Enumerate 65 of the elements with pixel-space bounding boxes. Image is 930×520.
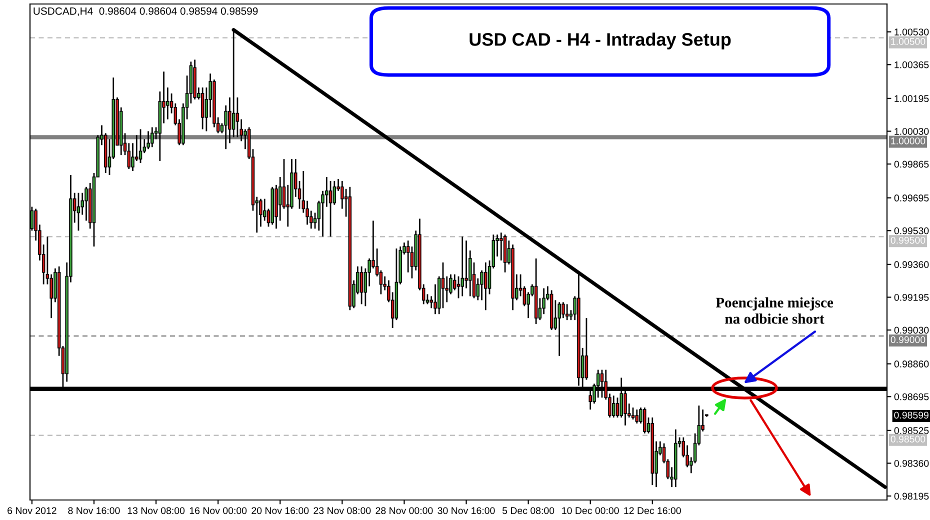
y-tick-label: 1.00030: [894, 128, 929, 135]
candlestick: [224, 104, 228, 150]
y-tick-label: 1.00195: [894, 95, 929, 102]
candlestick: [460, 236, 464, 297]
candlestick: [484, 262, 488, 311]
x-tick-label: 8 Nov 16:00: [68, 507, 120, 514]
x-tick-label: 6 Nov 2012: [8, 507, 56, 514]
candlestick: [565, 303, 569, 321]
y-tick-label: 0.98860: [894, 360, 929, 368]
y-tick-label: 0.98695: [894, 393, 929, 400]
candlestick: [328, 180, 332, 238]
candlestick: [166, 86, 170, 120]
x-tick-label: 20 Nov 16:00: [252, 507, 309, 514]
ref-line-label: 1.00000: [891, 137, 926, 144]
y-tick-label: 0.99360: [894, 261, 929, 268]
candlestick: [453, 274, 456, 291]
candlestick: [127, 142, 131, 170]
y-tick-label: 0.98525: [894, 427, 929, 434]
candlestick: [332, 180, 336, 206]
x-tick-label: 16 Nov 00:00: [190, 507, 247, 514]
ref-line-label: 0.98500: [890, 436, 926, 443]
y-tick-label: 1.00365: [894, 61, 929, 68]
candlestick: [236, 96, 240, 138]
candlestick: [558, 302, 561, 357]
annotation: Poencjalne miejsce na odbicie short: [716, 297, 834, 324]
candlestick: [584, 317, 588, 380]
candlestick: [612, 394, 616, 418]
ref-line-label: 0.99500: [890, 236, 926, 244]
candlestick: [150, 126, 154, 148]
candlestick: [360, 266, 364, 305]
candlestick: [616, 396, 620, 418]
x-tick-label: 5 Dec 08:00: [502, 507, 554, 514]
y-tick-label: 0.98195: [894, 492, 929, 500]
y-tick-label: 0.99865: [894, 160, 929, 168]
x-tick-label: 10 Dec 00:00: [562, 507, 619, 514]
y-tick-label: 1.00530: [894, 28, 929, 36]
annotation: USDCAD,H4 0.98604 0.98604 0.98594 0.98599: [34, 7, 258, 16]
ref-line-label: 0.99000: [890, 336, 926, 344]
text: USD CAD - H4 - Intraday Setup: [470, 32, 731, 50]
y-tick-label: 0.99195: [894, 294, 929, 301]
y-tick-label: 0.99530: [894, 227, 929, 234]
candlestick: [138, 128, 142, 164]
y-tick-label: 0.99030: [894, 326, 929, 334]
candlestick: [200, 86, 204, 130]
candlestick: [643, 406, 646, 434]
ref-line-label: 1.00500: [891, 38, 926, 45]
candlestick: [76, 192, 80, 232]
candlestick: [562, 302, 565, 319]
candlestick: [84, 186, 88, 222]
candlestick: [631, 406, 635, 420]
candlestick: [464, 240, 468, 289]
candlestick: [480, 270, 484, 301]
x-tick-label: 28 Nov 00:00: [376, 507, 433, 514]
candlestick: [146, 130, 150, 150]
x-tick-label: 30 Nov 16:00: [438, 507, 495, 514]
candlestick: [441, 262, 445, 309]
x-tick-label: 23 Nov 08:00: [314, 507, 371, 514]
candlestick: [635, 408, 638, 424]
candlestick: [500, 232, 503, 262]
text: 0.98599: [894, 412, 928, 419]
y-tick-label: 0.98360: [894, 460, 929, 467]
y-tick-label: 0.99695: [894, 194, 929, 202]
candlestick: [406, 240, 410, 274]
x-tick-label: 13 Nov 08:00: [128, 507, 185, 514]
x-tick-label: 12 Dec 16:00: [624, 507, 681, 514]
